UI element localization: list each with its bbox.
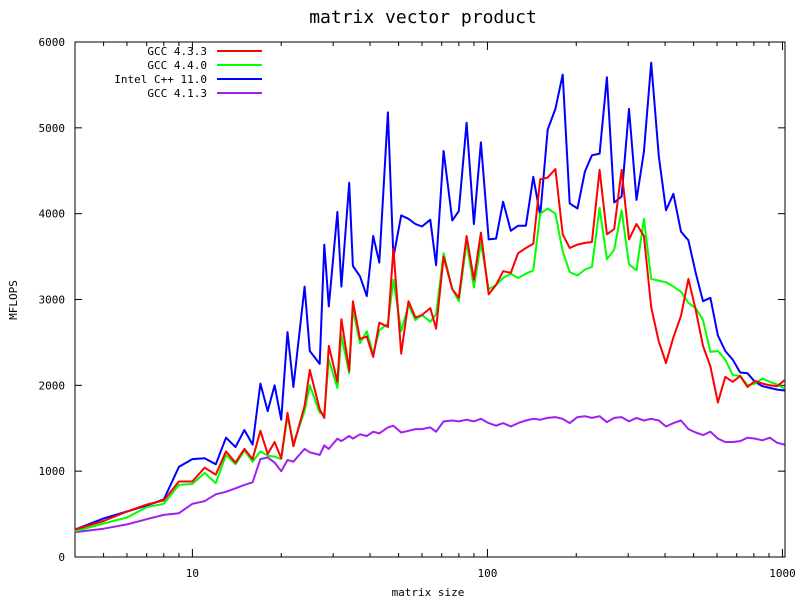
y-tick-label: 2000 xyxy=(39,379,66,392)
legend-label: GCC 4.1.3 xyxy=(147,87,207,100)
y-axis-label: MFLOPS xyxy=(7,280,20,320)
legend-label: GCC 4.3.3 xyxy=(147,45,207,58)
series-line xyxy=(74,415,785,534)
x-tick-label: 10 xyxy=(186,567,199,580)
x-tick-label: 1000 xyxy=(769,567,796,580)
legend-label: Intel C++ 11.0 xyxy=(114,73,207,86)
series-lines xyxy=(74,61,786,534)
x-axis: 10 100 1000 xyxy=(74,42,796,580)
y-tick-label: 4000 xyxy=(39,208,66,221)
y-tick-label: 3000 xyxy=(39,294,66,307)
x-axis-label: matrix size xyxy=(392,586,465,599)
y-axis: 0 1000 2000 3000 4000 5000 6000 xyxy=(39,36,785,564)
y-tick-label: 1000 xyxy=(39,465,66,478)
x-tick-label: 100 xyxy=(477,567,497,580)
series-line xyxy=(74,168,786,531)
y-tick-label: 0 xyxy=(58,551,65,564)
legend-label: GCC 4.4.0 xyxy=(147,59,207,72)
series-line xyxy=(74,61,785,531)
y-tick-label: 5000 xyxy=(39,122,66,135)
y-tick-label: 6000 xyxy=(39,36,66,49)
chart-title: matrix vector product xyxy=(309,7,537,28)
